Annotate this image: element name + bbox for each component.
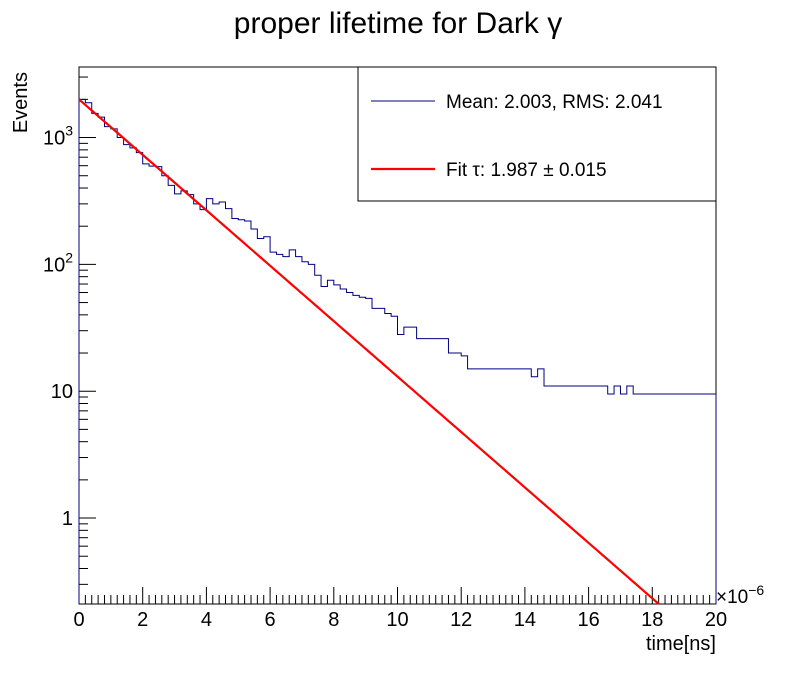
legend-entry-label: Fit τ: 1.987 ± 0.015: [446, 160, 607, 181]
x-exponent-base: ×10: [716, 587, 748, 608]
x-tick-label: 20: [705, 609, 727, 631]
y-tick-label: 102: [43, 249, 73, 276]
y-tick-label: 1: [62, 508, 73, 530]
chart-title: proper lifetime for Dark γ: [234, 7, 562, 40]
y-tick-label: 10: [51, 381, 73, 403]
x-tick-label: 8: [328, 609, 339, 631]
y-tick-label: 103: [43, 123, 73, 150]
x-tick-label: 18: [641, 609, 663, 631]
y-tick-base: 10: [51, 381, 73, 403]
x-axis-exponent: ×10−6: [716, 582, 764, 608]
x-tick-label: 6: [265, 609, 276, 631]
y-axis-label: Events: [10, 72, 32, 133]
x-tick-label: 14: [514, 609, 536, 631]
x-axis-label: time[ns]: [646, 633, 716, 655]
y-tick-exponent: 3: [65, 123, 73, 139]
x-tick-label: 4: [201, 609, 212, 631]
y-tick-base: 10: [43, 128, 65, 150]
y-tick-exponent: 2: [65, 249, 73, 265]
fit-curve-series: [78, 98, 660, 605]
x-tick-label: 10: [386, 609, 408, 631]
legend-box: [357, 66, 717, 202]
histogram-series: [78, 98, 717, 604]
x-tick-label: 16: [577, 609, 599, 631]
y-tick-base: 10: [43, 254, 65, 276]
legend: Mean: 2.003, RMS: 2.041 Fit τ: 1.987 ± 0.…: [357, 66, 717, 202]
x-tick-label: 2: [137, 609, 148, 631]
legend-entry-label: Mean: 2.003, RMS: 2.041: [446, 92, 663, 113]
x-tick-label: 0: [73, 609, 84, 631]
x-exponent-power: −6: [748, 582, 764, 598]
x-tick-label: 12: [450, 609, 472, 631]
y-tick-base: 1: [62, 508, 73, 530]
